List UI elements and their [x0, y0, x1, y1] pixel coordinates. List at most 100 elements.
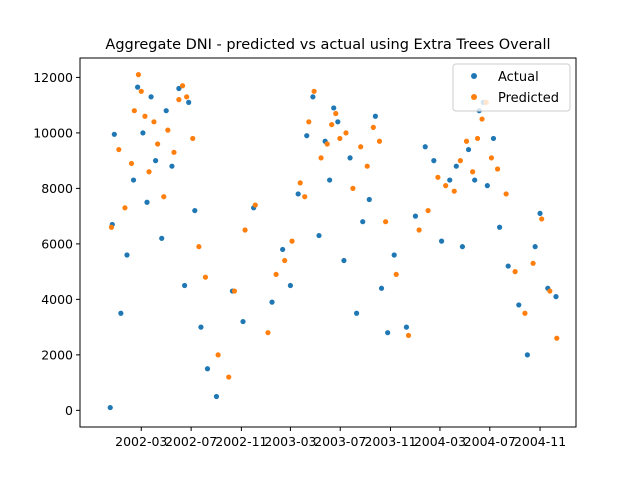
data-point-actual [497, 224, 503, 230]
x-tick-label: 2002-11 [215, 434, 267, 449]
data-point-predicted [215, 352, 221, 358]
data-point-predicted [457, 158, 463, 164]
data-point-actual [135, 84, 141, 90]
data-point-predicted [226, 374, 232, 380]
data-point-actual [159, 235, 165, 241]
data-point-predicted [479, 116, 485, 122]
data-point-predicted [142, 113, 148, 119]
data-point-predicted [196, 244, 202, 250]
x-tick-label: 2003-03 [264, 434, 316, 449]
data-point-actual [140, 130, 146, 136]
data-point-predicted [488, 155, 495, 161]
data-point-predicted [451, 188, 457, 194]
data-point-predicted [376, 138, 383, 144]
data-point-predicted [161, 194, 167, 200]
y-tick-label: 4000 [41, 292, 73, 307]
data-point-actual [422, 144, 428, 150]
data-point-predicted [138, 88, 144, 94]
data-point-actual [553, 294, 559, 300]
data-point-predicted [324, 141, 330, 147]
data-point-predicted [393, 271, 399, 278]
data-point-predicted [202, 274, 209, 280]
plot-frame [79, 57, 577, 428]
legend-label-predicted: Predicted [498, 91, 559, 106]
data-point-actual [118, 310, 124, 316]
data-point-actual [124, 252, 130, 258]
data-point-predicted [474, 135, 481, 142]
data-point-actual [453, 163, 459, 169]
data-point-actual [213, 393, 220, 400]
y-tick-label: 2000 [41, 347, 73, 362]
data-point-predicted [165, 127, 171, 133]
series-actual [107, 84, 559, 411]
data-point-predicted [282, 257, 288, 264]
data-point-predicted [333, 110, 339, 117]
y-tick-label: 12000 [33, 70, 73, 85]
y-tick-label: 8000 [41, 181, 73, 196]
data-point-actual [316, 232, 322, 239]
data-point-predicted [337, 135, 343, 142]
marks [107, 72, 560, 411]
data-point-predicted [297, 180, 303, 186]
data-point-predicted [108, 224, 115, 230]
data-point-predicted [155, 141, 161, 147]
data-point-actual [186, 99, 192, 105]
data-point-predicted [116, 146, 122, 153]
data-point-actual [327, 177, 333, 183]
data-point-actual [403, 324, 410, 330]
data-point-actual [391, 252, 397, 258]
data-point-predicted [146, 169, 152, 175]
data-point-predicted [530, 260, 536, 266]
data-point-predicted [554, 335, 560, 341]
data-point-predicted [435, 174, 441, 180]
data-point-predicted [190, 135, 196, 142]
data-point-actual [176, 85, 182, 92]
data-point-predicted [151, 119, 157, 125]
data-point-predicted [425, 207, 431, 214]
data-point-predicted [302, 194, 308, 200]
data-point-actual [169, 163, 175, 169]
data-point-predicted [329, 121, 335, 128]
data-point-actual [532, 244, 538, 250]
data-point-actual [354, 310, 360, 316]
data-point-actual [144, 199, 150, 205]
data-point-predicted [539, 216, 545, 222]
x-tick-label: 2002-03 [115, 434, 167, 449]
x-tick-label: 2003-11 [364, 434, 416, 449]
data-point-predicted [273, 271, 279, 278]
data-point-actual [360, 219, 366, 225]
data-point-actual [524, 352, 530, 358]
y-axis: 0 2000 4000 6000 8000 10000 12000 [33, 70, 80, 418]
data-point-actual [459, 244, 466, 250]
legend-frame [452, 63, 571, 112]
data-point-actual [366, 196, 372, 203]
data-point-actual [148, 94, 154, 100]
data-point-actual [269, 299, 275, 305]
data-point-actual [192, 207, 198, 214]
data-point-predicted [443, 183, 449, 189]
data-point-actual [287, 282, 294, 289]
data-point-actual [412, 213, 419, 219]
data-point-actual [331, 105, 337, 111]
data-point-predicted [503, 191, 509, 197]
data-point-predicted [311, 88, 317, 94]
data-point-predicted [265, 330, 271, 336]
data-point-actual [537, 210, 543, 216]
data-point-predicted [131, 108, 137, 114]
data-point-actual [431, 158, 437, 164]
x-axis: 2002-032002-072002-112003-032003-072003-… [115, 427, 566, 449]
legend-label-actual: Actual [498, 70, 539, 85]
data-point-actual [181, 282, 188, 289]
data-point-predicted [547, 288, 553, 294]
data-point-actual [385, 330, 391, 336]
data-point-actual [447, 177, 453, 183]
data-point-actual [465, 146, 472, 153]
data-point-predicted [405, 332, 412, 339]
data-point-actual [304, 133, 310, 139]
data-point-actual [130, 177, 137, 183]
data-point-actual [505, 263, 511, 269]
data-point-predicted [416, 227, 422, 233]
y-tick-label: 6000 [41, 236, 73, 251]
